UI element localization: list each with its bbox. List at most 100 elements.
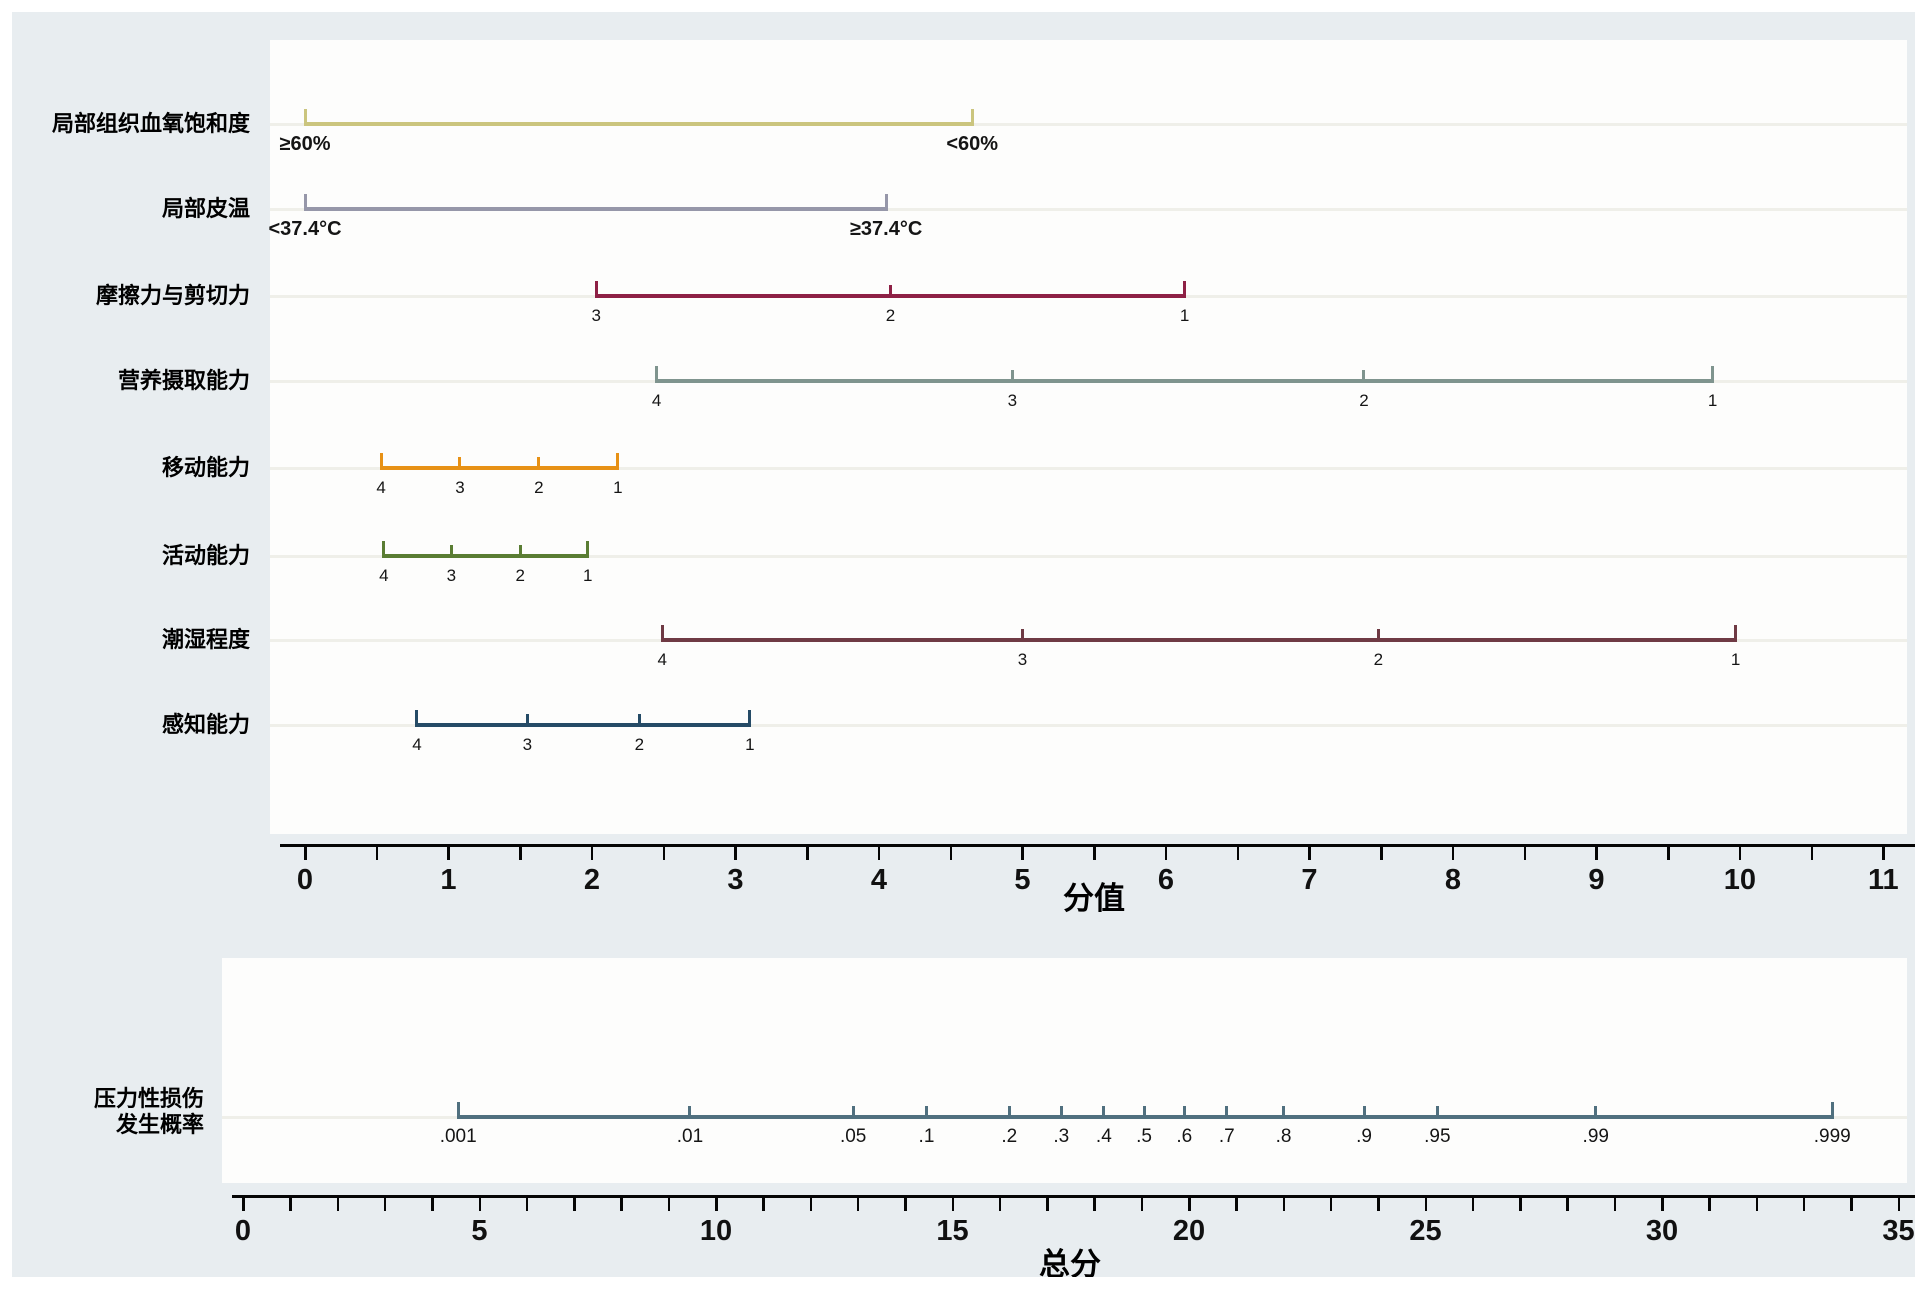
row-tick-label: .99: [1521, 1127, 1671, 1147]
row-tick: [885, 194, 888, 207]
row-tick: [1282, 1106, 1285, 1115]
row-tick-label: .95: [1362, 1127, 1512, 1147]
row-tick: [852, 1106, 855, 1115]
axis-tick: [1308, 847, 1311, 860]
axis-tick: [1093, 847, 1096, 860]
row-tick: [1436, 1106, 1439, 1115]
axis-tick: [1739, 847, 1742, 860]
row-tick: [458, 457, 461, 466]
row-tick: [304, 109, 307, 122]
axis-tick: [1237, 847, 1240, 860]
row-tick: [1183, 281, 1186, 294]
axis-tick-label: 35: [1859, 1215, 1927, 1247]
axis-tick: [620, 1198, 623, 1211]
axis-tick: [1898, 1198, 1901, 1211]
row-tick: [661, 625, 664, 638]
row-tick: [526, 714, 529, 723]
axis-tick-label: 20: [1149, 1215, 1229, 1247]
axis-line: [280, 844, 1917, 847]
probability-row-label-line: 发生概率: [94, 1112, 204, 1138]
axis-tick: [1756, 1198, 1759, 1211]
row-tick: [380, 453, 383, 466]
row-tick: [537, 457, 540, 466]
row-scale-bar: [457, 1115, 1834, 1119]
row-tick-label: 2: [1289, 391, 1439, 411]
row-tick-label: .01: [615, 1127, 765, 1147]
axis-tick: [1519, 1198, 1522, 1211]
axis-tick-label: 7: [1269, 864, 1349, 896]
row-tick: [1021, 629, 1024, 638]
probability-row-label-line: 压力性损伤: [94, 1086, 204, 1112]
row-tick: [1363, 1106, 1366, 1115]
row-tick: [1831, 1102, 1834, 1115]
axis-tick: [591, 847, 594, 860]
axis-tick: [762, 1198, 765, 1211]
axis-tick: [1021, 847, 1024, 860]
row-tick-label: .999: [1757, 1127, 1907, 1147]
axis-tick-label: 8: [1413, 864, 1493, 896]
axis-tick-label: 3: [695, 864, 775, 896]
axis-tick: [1803, 1198, 1806, 1211]
points-axis-title: 分值: [1014, 882, 1174, 916]
axis-tick: [1882, 847, 1885, 860]
axis-tick: [950, 847, 953, 860]
axis-tick: [952, 1198, 955, 1211]
axis-tick: [1667, 847, 1670, 860]
row-tick: [382, 541, 385, 554]
row-tick: [519, 545, 522, 554]
row-tick: [655, 366, 658, 379]
row-label: 移动能力: [162, 455, 250, 481]
row-tick-label: 3: [937, 391, 1087, 411]
row-tick-label: <60%: [897, 134, 1047, 154]
row-tick: [1362, 370, 1365, 379]
row-tick: [688, 1106, 691, 1115]
axis-tick: [431, 1198, 434, 1211]
axis-tick-label: 15: [913, 1215, 993, 1247]
axis-tick: [1452, 847, 1455, 860]
row-tick: [457, 1102, 460, 1115]
row-tick: [1711, 366, 1714, 379]
axis-tick: [1165, 847, 1168, 860]
row-tick: [1594, 1106, 1597, 1115]
total-axis-title: 总分: [990, 1248, 1150, 1282]
row-tick-label: 2: [1303, 650, 1453, 670]
axis-tick-label: 9: [1556, 864, 1636, 896]
axis-tick: [1283, 1198, 1286, 1211]
row-tick: [1225, 1106, 1228, 1115]
row-tick: [595, 281, 598, 294]
axis-tick: [668, 1198, 671, 1211]
axis-tick-label: 4: [839, 864, 919, 896]
row-tick-label: 1: [513, 566, 663, 586]
row-tick: [450, 545, 453, 554]
axis-tick: [999, 1198, 1002, 1211]
row-tick-label: 1: [1661, 650, 1811, 670]
row-tick: [1011, 370, 1014, 379]
row-scale-bar: [304, 207, 888, 211]
axis-tick: [1661, 1198, 1664, 1211]
row-tick: [586, 541, 589, 554]
axis-tick-label: 11: [1843, 864, 1923, 896]
axis-tick: [573, 1198, 576, 1211]
row-tick-label: 2: [815, 306, 965, 326]
axis-tick: [376, 847, 379, 860]
row-scale-bar: [304, 122, 974, 126]
row-label: 营养摄取能力: [118, 368, 250, 394]
row-tick-label: 1: [1638, 391, 1788, 411]
axis-line: [232, 1195, 1917, 1198]
axis-tick: [526, 1198, 529, 1211]
axis-tick: [1377, 1198, 1380, 1211]
axis-tick: [1614, 1198, 1617, 1211]
probability-row-label: 压力性损伤发生概率: [94, 1086, 204, 1138]
axis-tick: [304, 847, 307, 860]
axis-tick: [810, 1198, 813, 1211]
row-tick-label: 4: [587, 650, 737, 670]
row-tick: [1008, 1106, 1011, 1115]
row-tick: [616, 453, 619, 466]
row-tick: [1060, 1106, 1063, 1115]
nomogram-figure: 局部组织血氧饱和度≥60%<60%局部皮温<37.4°C≥37.4°C摩擦力与剪…: [0, 0, 1927, 1289]
axis-tick: [519, 847, 522, 860]
axis-tick: [1380, 847, 1383, 860]
axis-tick: [1330, 1198, 1333, 1211]
row-scale-bar: [415, 723, 751, 727]
axis-tick: [1811, 847, 1814, 860]
